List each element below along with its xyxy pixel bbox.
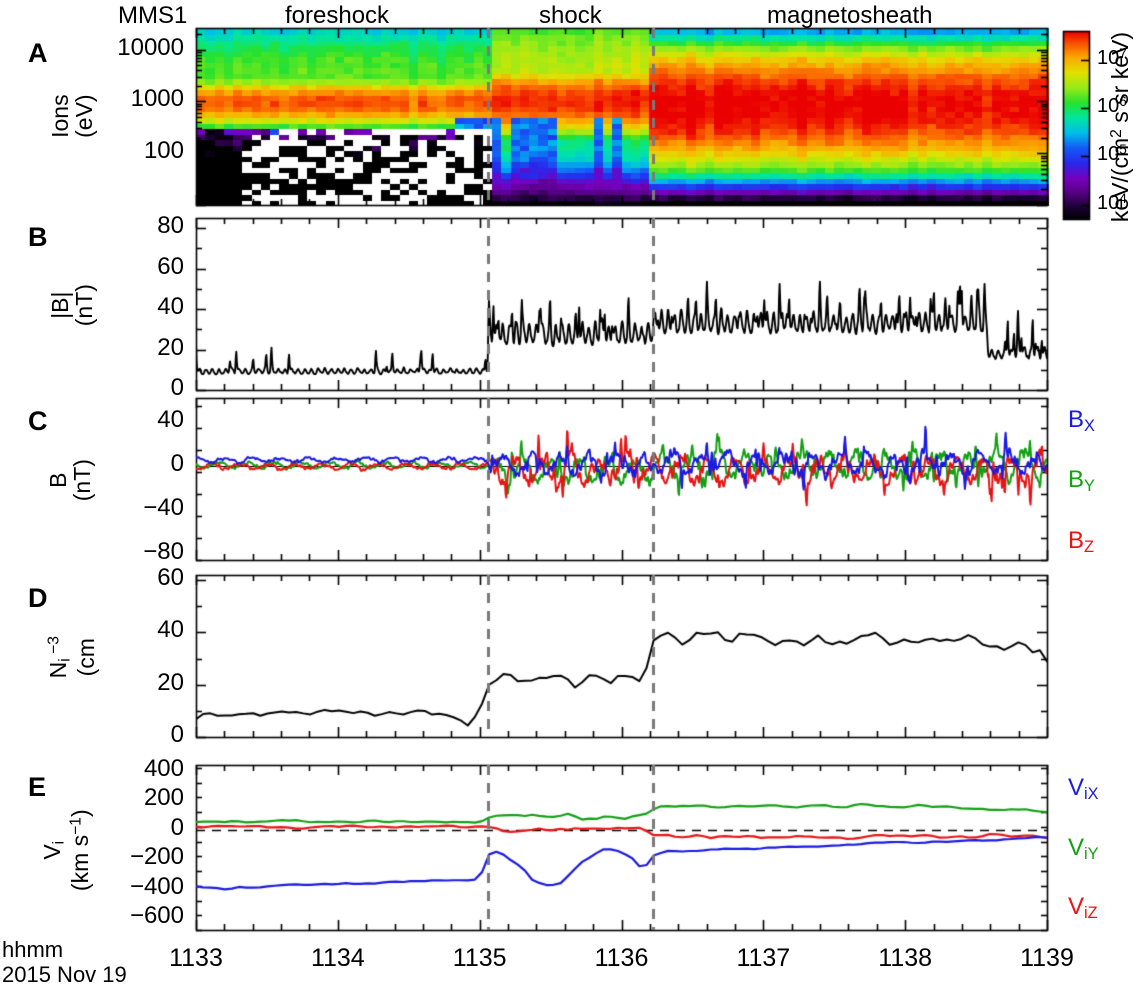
legend-vix: ViX [1068,774,1099,804]
legend-bz: BZ [1068,527,1094,557]
spacecraft-label: MMS1 [118,2,188,29]
panel-e-ytick--200: −200 [129,843,184,871]
panel-b-ytick-0: 0 [170,374,184,401]
xtick-1133: 1133 [169,944,223,972]
panel-c-ytick-40: 40 [157,406,184,434]
panel-e-ytick-400: 400 [143,754,184,782]
panel-c-ytick--40: −40 [143,494,184,522]
colorbar-tick-1e5: 105 [1097,141,1127,165]
xtick-1136: 1136 [594,944,649,972]
panel-d-ytick-40: 40 [157,616,184,644]
panel-e-ytick--400: −400 [129,872,184,900]
panel-e-ylabel: Vi (km s−1) [38,790,94,910]
panel-d-ytick-20: 20 [157,668,184,696]
panel-letter-d: D [28,583,48,613]
panel-d-ylabel-line2: (cm [73,638,100,677]
panel-b-ytick-40: 40 [157,293,184,321]
panel-c-ytick-0: 0 [170,450,184,478]
panel-e-ytick--600: −600 [129,902,184,930]
region-label-foreshock: foreshock [285,2,390,29]
panel-e-ytick-0: 0 [170,813,184,841]
time-axis-format: hhmm [2,937,64,962]
panel-e-ylabel-line1: Vi [38,840,68,860]
panel-d-ytick-60: 60 [157,564,184,592]
colorbar-tick-1e6: 106 [1097,93,1127,117]
panel-letter-e: E [28,772,47,802]
panel-e-ytick-200: 200 [143,784,184,812]
legend-viy: ViY [1068,834,1099,864]
panel-c-ylabel-line1: B [44,472,71,488]
panel-a-ytick-1000: 1000 [130,85,184,113]
xtick-1134: 1134 [310,944,365,972]
panel-a-ylabel-line1: Ions [46,94,73,138]
xtick-1137: 1137 [736,944,791,972]
panel-d-ylabel: Ni −3 (cm [44,607,100,707]
legend-viz: ViZ [1068,893,1098,923]
time-axis-stamp: hhmm 2015 Nov 19 [2,937,127,987]
panel-c-ylabel-line2: (nT) [69,459,95,502]
legend-bx: BX [1068,406,1095,436]
panel-b-ylabel-line1: |B| [46,291,73,319]
panel-b-ytick-80: 80 [157,212,184,240]
panel-c-ylabel: B (nT) [44,435,95,525]
xtick-1138: 1138 [878,944,933,972]
panel-d-ytick-0: 0 [170,721,184,748]
panel-letter-c: C [28,406,48,436]
panel-c-ytick--80: −80 [143,538,184,566]
xtick-1135: 1135 [452,944,507,972]
colorbar-title: keV/(cm2 s sr keV) [1106,31,1133,223]
panel-b-ytick-20: 20 [157,333,184,361]
xtick-1139: 1139 [1020,944,1074,972]
region-label-shock: shock [539,2,602,29]
panel-b-ytick-60: 60 [157,252,184,280]
panel-a-ylabel: Ions (eV) [46,71,97,161]
panel-d-ylabel-line1: Ni −3 [44,636,74,679]
colorbar-tick-1e4: 104 [1097,190,1127,214]
panel-letter-a: A [28,38,48,68]
panel-a-ylabel-line2: (eV) [71,94,97,138]
time-axis-date: 2015 Nov 19 [2,961,127,987]
legend-by: BY [1068,466,1095,496]
panel-b-ylabel-line2: (nT) [71,284,97,327]
panel-b-ylabel: |B| (nT) [46,260,97,350]
region-label-magnetosheath: magnetosheath [767,2,933,29]
panel-a-ytick-100: 100 [143,137,184,165]
colorbar-tick-1e7: 107 [1097,45,1127,69]
panel-letter-b: B [28,222,48,252]
panel-e-ylabel-line2: (km s−1) [67,809,94,892]
panel-a-ytick-10000: 10000 [117,33,184,61]
